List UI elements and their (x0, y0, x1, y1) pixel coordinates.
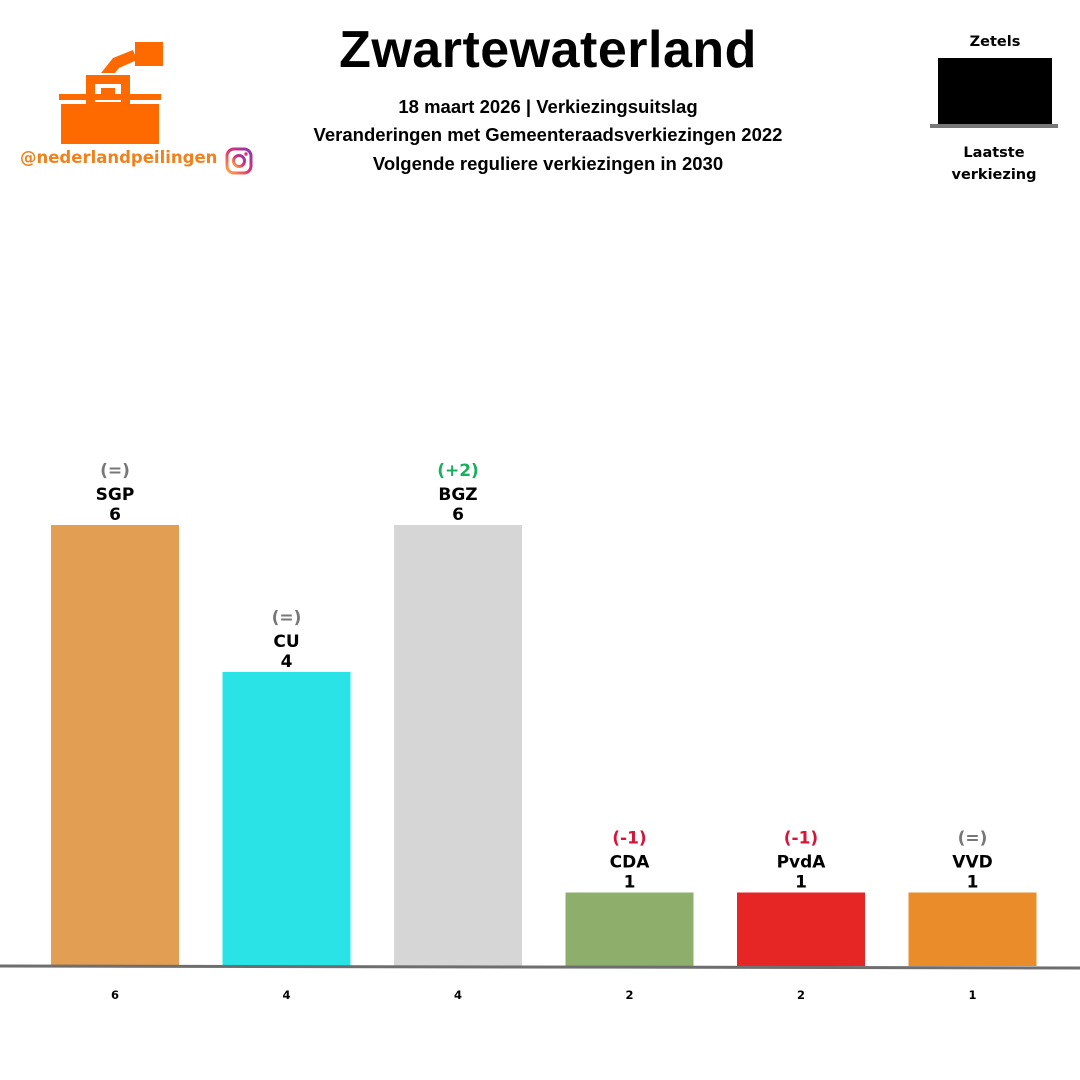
bar-cu (222, 672, 351, 966)
value-label-bgz: 6 (452, 505, 464, 525)
party-label-sgp: SGP (96, 485, 135, 505)
page-title: Zwartewaterland (339, 21, 757, 79)
change-label-cu: (=) (272, 608, 302, 628)
change-label-vvd: (=) (958, 829, 988, 849)
legend-previous-label: Laatste verkiezing (930, 142, 1058, 186)
ballot-box-logo-icon (59, 42, 163, 144)
bar-pvda (737, 892, 865, 966)
bar-vvd (908, 892, 1037, 966)
previous-seats-label-pvda: 2 (797, 988, 805, 1002)
bar-sgp (51, 525, 179, 966)
party-label-cu: CU (273, 632, 299, 652)
subtitle-line-3: Volgende reguliere verkiezingen in 2030 (372, 153, 724, 174)
previous-seats-label-cu: 4 (282, 988, 290, 1002)
instagram-handle: @nederlandpeilingen (20, 148, 218, 167)
previous-seats-label-bgz: 4 (454, 988, 462, 1002)
change-label-cda: (-1) (612, 829, 646, 849)
value-label-cda: 1 (624, 873, 636, 893)
subtitle-line-2: Veranderingen met Gemeenteraadsverkiezin… (313, 124, 783, 145)
legend-previous-label-line2: verkiezing (951, 167, 1037, 183)
value-label-pvda: 1 (795, 873, 807, 893)
instagram-icon (225, 147, 253, 175)
subtitle-line-1: 18 maart 2026 | Verkiezingsuitslag (398, 96, 698, 117)
previous-seats-label-vvd: 1 (968, 988, 976, 1002)
change-label-sgp: (=) (100, 461, 130, 481)
bar-cda (565, 892, 694, 966)
previous-seats-label-cda: 2 (625, 988, 633, 1002)
legend-baseline-swatch (930, 124, 1058, 128)
change-label-pvda: (-1) (784, 829, 818, 849)
party-label-pvda: PvdA (777, 853, 827, 873)
legend-bar-swatch (938, 58, 1052, 124)
party-label-bgz: BGZ (438, 485, 477, 505)
value-label-sgp: 6 (109, 505, 121, 525)
previous-seats-label-sgp: 6 (111, 988, 119, 1002)
legend-seats-label: Zetels (969, 34, 1021, 50)
value-label-vvd: 1 (967, 873, 979, 893)
chart-baseline (0, 964, 1080, 970)
change-label-bgz: (+2) (437, 461, 479, 481)
party-label-cda: CDA (610, 853, 651, 873)
legend-previous-label-line1: Laatste (963, 145, 1025, 161)
bar-bgz (394, 525, 522, 966)
party-label-vvd: VVD (952, 853, 992, 873)
value-label-cu: 4 (281, 652, 293, 672)
